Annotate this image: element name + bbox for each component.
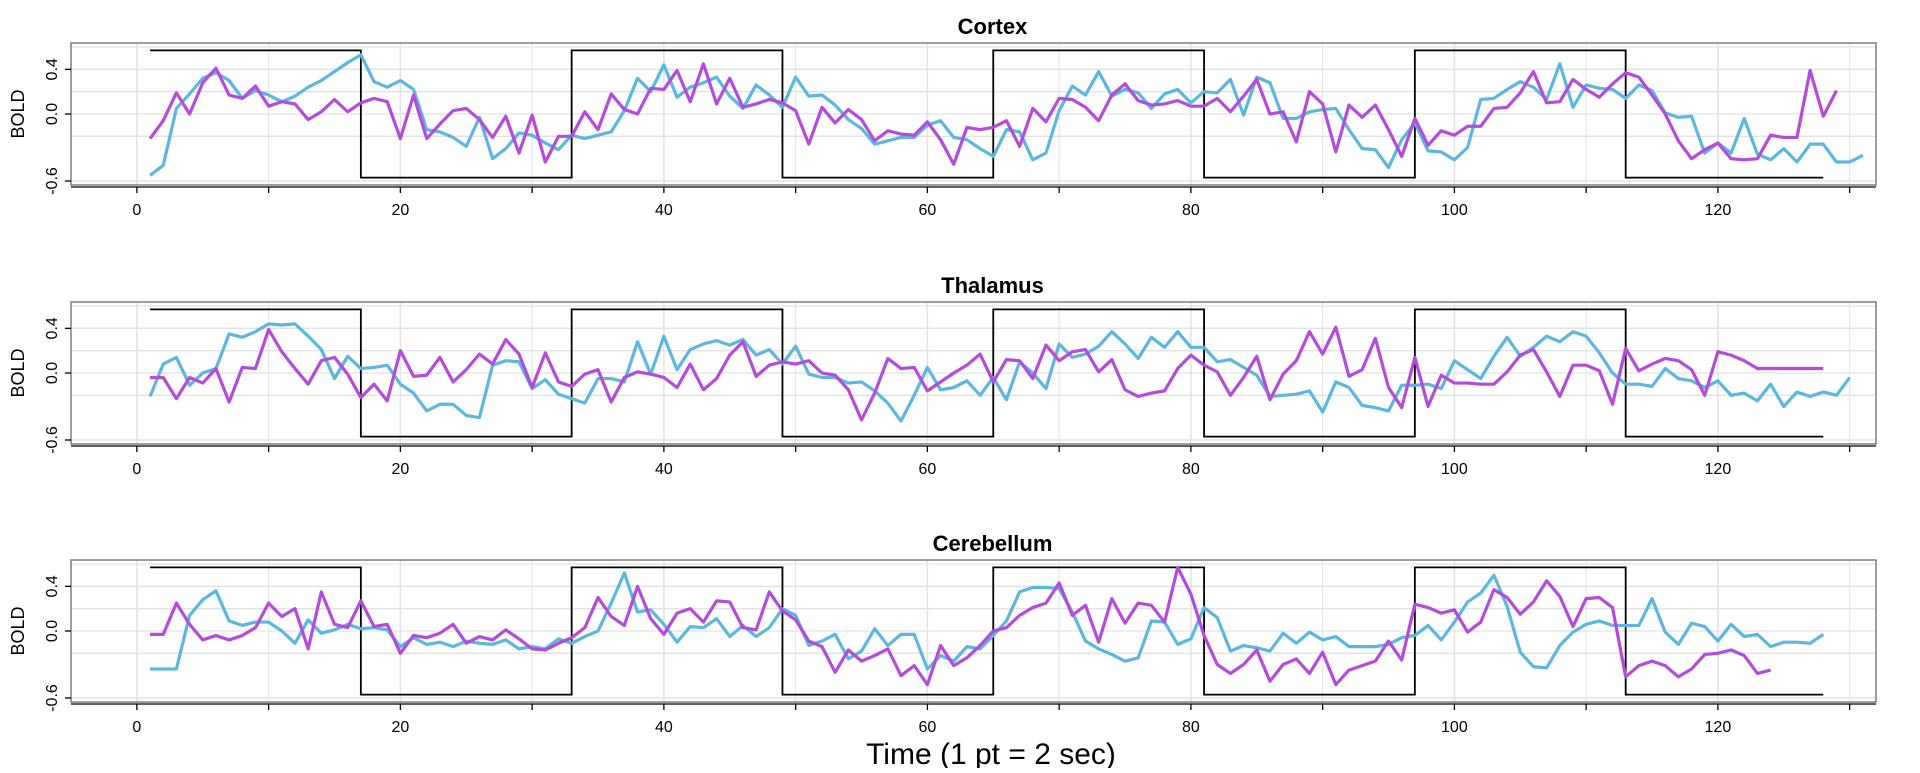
y-axis-label: BOLD [8,89,28,138]
x-axis-label: Time (1 pt = 2 sec) [866,738,1116,768]
x-tick-label: 0 [132,461,141,478]
x-tick-label: 60 [918,461,936,478]
series-line-1 [148,322,1851,423]
x-tick-label: 120 [1705,202,1732,219]
panel-thalamus: 0 20 40 60 80 100 120 -0.6 0.0 0.4 BOLD Thalamus [8,273,1877,478]
x-tick-label: 0 [132,202,141,219]
y-axis-label: BOLD [8,348,28,397]
design-boxcar-line [150,308,1824,438]
y-tick-label: -0.6 [44,167,61,195]
design-boxcar-line [150,49,1824,179]
panel-title: Cortex [958,14,1028,39]
x-tick-label: 120 [1705,461,1732,478]
grid-lines [71,43,1876,185]
grid-lines [71,560,1876,702]
x-tick-label: 40 [655,202,673,219]
x-tick-label: 60 [918,719,936,736]
series-line-2 [148,62,1838,166]
x-tick-label: 100 [1441,719,1468,736]
x-tick-label: 40 [655,461,673,478]
y-tick-label: 0.0 [44,362,61,384]
y-tick-label: 0.0 [44,103,61,125]
series-line-2 [150,565,1771,687]
x-tick-label: 80 [1182,719,1200,736]
y-tick-label: 0.4 [44,317,61,339]
x-tick-label: 20 [391,461,409,478]
panel-cortex: 0 20 40 60 80 100 120 -0.6 0.0 0.4 BOLD Cortex [8,14,1877,219]
x-tick-label: 80 [1182,202,1200,219]
y-tick-label: 0.0 [44,620,61,642]
grid-lines [71,302,1876,444]
y-tick-label: 0.4 [44,575,61,597]
x-tick-label: 0 [132,719,141,736]
panel-title: Thalamus [941,273,1044,298]
x-tick-label: 60 [918,202,936,219]
x-tick-label: 20 [391,202,409,219]
series-line-1 [150,571,1825,671]
panel-title: Cerebellum [933,531,1053,556]
y-tick-label: 0.4 [44,58,61,80]
x-tick-label: 40 [655,719,673,736]
y-tick-label: -0.6 [44,684,61,712]
series-line-2 [150,325,1824,422]
y-axis-label: BOLD [8,606,28,655]
x-tick-label: 20 [391,719,409,736]
panel-cerebellum: 0 20 40 60 80 100 120 -0.6 0.0 0.4 BOLD Cerebellum [8,531,1877,736]
y-tick-label: -0.6 [44,426,61,454]
x-tick-label: 100 [1441,461,1468,478]
x-tick-label: 100 [1441,202,1468,219]
x-tick-label: 120 [1705,719,1732,736]
x-tick-label: 80 [1182,461,1200,478]
